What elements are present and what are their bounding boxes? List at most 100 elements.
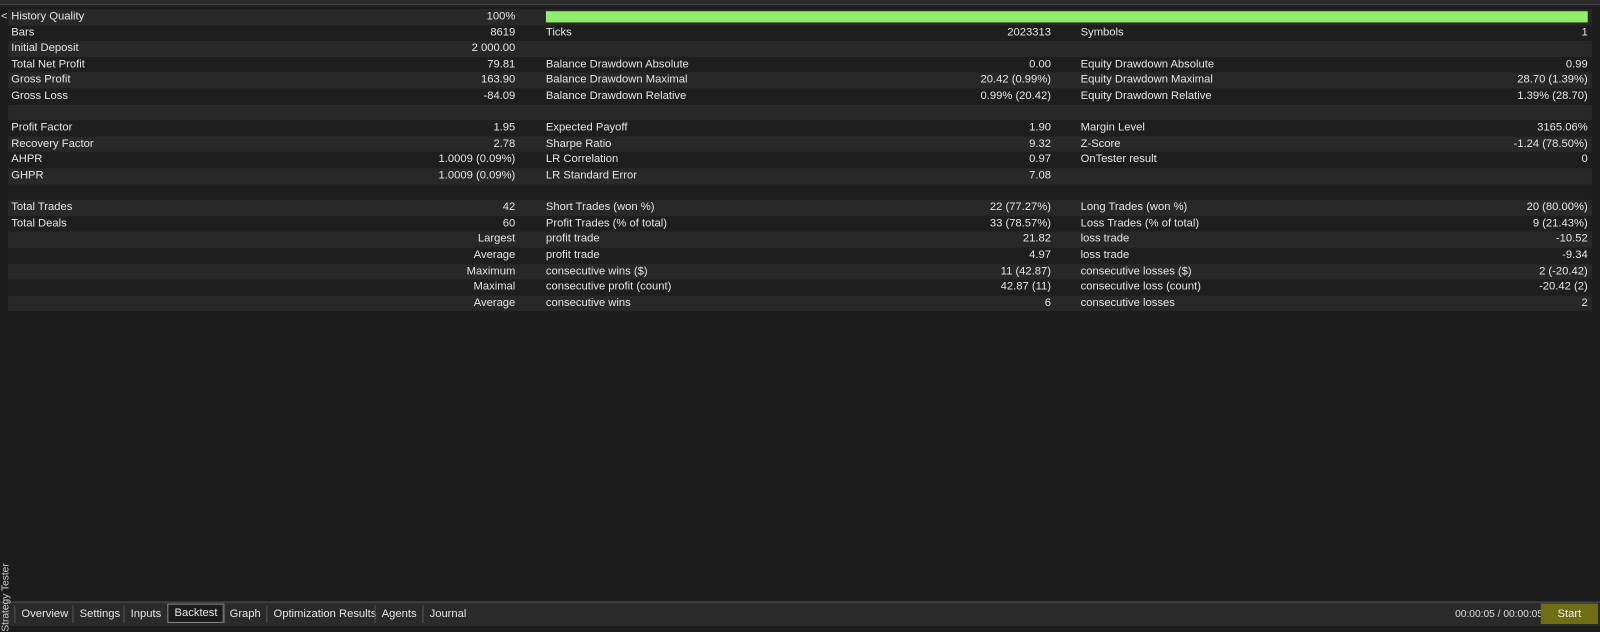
report-row: Recovery Factor 2.78 Sharpe Ratio 9.32 Z-Sco… [8,136,1592,153]
tab[interactable]: Overview [14,605,74,623]
metric-value: -20.42 (2) [1539,280,1588,293]
metric-value: 2023313 [1007,26,1052,39]
tab-bar: 00:00:05 / 00:00:05 Start Overview Settin… [0,601,1600,627]
metric-value: 1.0009 (0.09%) [438,169,516,182]
metric-value: -1.24 (78.50%) [1513,137,1588,150]
tab[interactable]: Graph [222,605,266,623]
metric-value: -10.52 [1555,232,1588,246]
metric-label: Total Trades [11,201,73,214]
metric-value: 11 (42.87) [1000,264,1052,277]
metric-value: 9.32 [1029,137,1052,150]
top-strip [0,0,1600,6]
report-row: Maximum consecutive wins ($) 11 (42.87) con… [8,263,1592,280]
metric-value: 33 (78.57%) [989,216,1052,230]
metric-label: Symbols [1080,26,1124,39]
metric-label: Initial Deposit [11,41,79,55]
metric-label: Sharpe Ratio [545,137,612,150]
metric-label: consecutive wins [545,296,631,309]
metric-value: 0 [1581,153,1588,166]
metric-label: LR Standard Error [545,169,638,182]
metric-label: Equity Drawdown Absolute [1080,57,1215,71]
metric-value: 22 (77.27%) [989,201,1052,214]
metric-value: 7.08 [1029,169,1052,182]
elapsed-time: 00:00:05 / 00:00:05 [1455,608,1544,620]
metric-value: 3165.06% [1537,121,1588,134]
metric-value: 79.81 [487,57,516,71]
start-button[interactable]: Start [1540,603,1598,624]
metric-label: Recovery Factor [11,137,94,150]
history-quality-bar [545,11,1588,23]
metric-label: Gross Loss [11,89,69,102]
metric-label: Long Trades (won %) [1080,201,1188,214]
metric-label: Margin Level [1080,121,1145,134]
tab[interactable]: Settings [72,605,126,623]
metric-label: AHPR [11,153,43,166]
metric-value: 0.97 [1029,153,1052,166]
tab[interactable]: Inputs [123,605,167,623]
metric-label: Z-Score [1080,137,1121,150]
metric-label: consecutive losses ($) [1080,264,1192,277]
metric-value: 42.87 (11) [1000,280,1052,293]
metric-label: Balance Drawdown Absolute [545,57,689,71]
report-row: Total Deals 60 Profit Trades (% of total) 3… [8,215,1592,232]
metric-label: loss trade [1080,232,1130,246]
tab[interactable]: Agents [374,605,422,623]
report-row: Profit Factor 1.95 Expected Payoff 1.90 Marg… [8,120,1592,137]
metric-label: loss trade [1080,248,1130,262]
metric-label: Short Trades (won %) [545,201,655,214]
metric-label: LR Correlation [545,153,619,166]
metric-label: consecutive loss (count) [1080,280,1202,293]
metric-label: consecutive wins ($) [545,264,648,277]
metric-label: consecutive losses [1080,296,1175,309]
metric-value: 28.70 (1.39%) [1517,73,1588,87]
tab[interactable]: Backtest [167,603,225,623]
tab[interactable]: Journal [422,605,472,623]
report-row: Gross Profit 163.90 Balance Drawdown Maxim… [8,72,1592,89]
metric-value: 0.99% (20.42) [980,89,1052,102]
metric-label: Equity Drawdown Relative [1080,89,1212,102]
report-row: Average consecutive wins 6 consecutive loss… [8,295,1592,312]
report-row: Total Trades 42 Short Trades (won %) 22 (77… [8,200,1592,216]
report-row: Total Net Profit 79.81 Balance Drawdown Ab… [8,56,1592,73]
report-row: Initial Deposit 2 000.00 [8,40,1592,57]
metric-label: Profit Trades (% of total) [545,216,667,230]
metric-value: Average [473,248,516,262]
metric-label: profit trade [545,248,600,262]
metric-label: History Quality [11,10,85,23]
report-row: Gross Loss -84.09 Balance Drawdown Relativ… [8,88,1592,105]
metric-label: Profit Factor [11,121,73,134]
metric-label: GHPR [11,169,44,182]
metric-label: Loss Trades (% of total) [1080,216,1200,230]
metric-value: 20.42 (0.99%) [980,73,1052,87]
metric-label: Total Deals [11,216,67,230]
metric-value: 0.00 [1029,57,1052,71]
metric-label: Total Net Profit [11,57,85,71]
metric-value: Largest [477,232,516,246]
metric-value: 1.39% (28.70) [1517,89,1588,102]
report-row: Bars 8619 Ticks 2023313 Symbols 1 [8,25,1592,41]
metric-value: 100% [486,10,516,23]
metric-value: 2 (-20.42) [1539,264,1588,277]
charts: Entries by hours (Asia,Europe,USA)012345… [0,0,1600,602]
metric-label: Ticks [545,26,572,39]
tab[interactable]: Optimization Results [266,605,382,623]
metric-label: Bars [11,26,35,39]
metric-value: 60 [502,216,516,230]
metric-value: 1.95 [493,121,516,134]
metric-value: 9 (21.43%) [1532,216,1588,230]
report-row: Largest profit trade 21.82 loss trade -10.52 [8,231,1592,248]
report-row: AHPR 1.0009 (0.09%) LR Correlation 0.97 OnTe… [8,152,1592,169]
metric-value: 21.82 [1022,232,1052,246]
metric-value: 4.97 [1029,248,1052,262]
metric-value: 1.0009 (0.09%) [438,153,516,166]
metric-label: consecutive profit (count) [545,280,672,293]
metric-value: 8619 [490,26,516,39]
metric-value: 163.90 [480,73,516,87]
report-row [8,184,1592,201]
metric-value: 20 (80.00%) [1526,201,1588,214]
metric-label: OnTester result [1080,153,1157,166]
metric-label: Expected Payoff [545,121,628,134]
side-label: Strategy Tester [0,563,12,632]
metric-value: 1 [1581,26,1588,39]
